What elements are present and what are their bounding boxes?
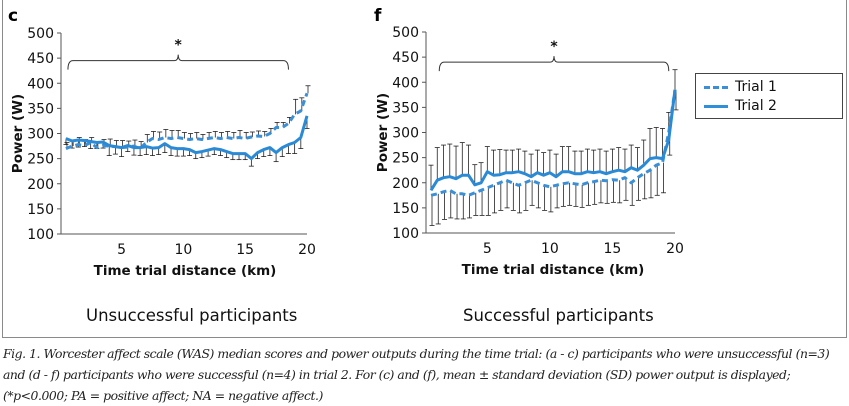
y-tick-label: 500 bbox=[27, 26, 54, 42]
y-tick-label: 200 bbox=[27, 177, 54, 193]
y-tick-label: 300 bbox=[27, 127, 54, 143]
significance-asterisk: * bbox=[550, 39, 558, 55]
y-tick-label: 250 bbox=[392, 151, 419, 167]
y-axis-title: Power (W) bbox=[375, 93, 391, 172]
x-tick-label: 10 bbox=[174, 242, 192, 258]
significance-brace bbox=[439, 56, 668, 71]
group-title-unsuccessful: Unsuccessful participants bbox=[86, 306, 297, 325]
y-tick-label: 450 bbox=[27, 51, 54, 67]
y-tick-label: 100 bbox=[392, 226, 419, 242]
legend-item-trial-2: Trial 2 bbox=[704, 97, 777, 115]
y-tick-label: 400 bbox=[27, 76, 54, 92]
chart-legend: Trial 1 Trial 2 bbox=[695, 73, 843, 119]
y-tick-label: 300 bbox=[392, 126, 419, 142]
y-tick-label: 200 bbox=[392, 176, 419, 192]
x-tick-label: 15 bbox=[236, 242, 254, 258]
figure-caption: Fig. 1. Worcester affect scale (WAS) med… bbox=[3, 343, 849, 406]
series-line-trial-2 bbox=[66, 116, 307, 159]
x-tick-label: 10 bbox=[541, 241, 559, 257]
y-tick-label: 500 bbox=[392, 25, 419, 41]
significance-asterisk: * bbox=[175, 38, 183, 54]
y-tick-label: 350 bbox=[392, 100, 419, 116]
y-tick-label: 250 bbox=[27, 152, 54, 168]
x-tick-label: 20 bbox=[666, 241, 684, 257]
significance-brace bbox=[68, 55, 289, 70]
legend-item-trial-1: Trial 1 bbox=[704, 78, 777, 96]
group-title-successful: Successful participants bbox=[463, 306, 654, 325]
y-tick-label: 150 bbox=[392, 201, 419, 217]
panel-label-f: f bbox=[374, 6, 382, 26]
series-line-trial-2 bbox=[431, 90, 675, 191]
chart-panel-f: f 100 150 200 250 300 350 400 450 500 5 10 15 20 Time… bbox=[374, 6, 684, 278]
x-tick-label: 20 bbox=[298, 242, 316, 258]
x-tick-label: 15 bbox=[604, 241, 622, 257]
x-tick-label: 5 bbox=[483, 241, 492, 257]
series-line-trial-1 bbox=[66, 93, 307, 148]
legend-label: Trial 2 bbox=[735, 98, 777, 114]
y-tick-label: 150 bbox=[27, 202, 54, 218]
x-tick-label: 5 bbox=[117, 242, 126, 258]
figure-charts: c 100 150 200 250 300 350 400 450 500 5 10 15 20 Time… bbox=[0, 0, 849, 340]
chart-panel-c: c 100 150 200 250 300 350 400 450 500 5 10 15 20 Time… bbox=[8, 6, 316, 279]
legend-label: Trial 1 bbox=[735, 79, 777, 95]
x-axis-title: Time trial distance (km) bbox=[94, 263, 277, 279]
y-tick-label: 400 bbox=[392, 75, 419, 91]
y-tick-label: 350 bbox=[27, 101, 54, 117]
y-tick-label: 100 bbox=[27, 227, 54, 243]
x-axis-title: Time trial distance (km) bbox=[462, 262, 645, 278]
dashed-line-icon bbox=[704, 86, 728, 89]
panel-label-c: c bbox=[8, 6, 18, 26]
y-tick-label: 450 bbox=[392, 50, 419, 66]
solid-line-icon bbox=[704, 105, 728, 108]
y-axis-title: Power (W) bbox=[10, 94, 26, 173]
